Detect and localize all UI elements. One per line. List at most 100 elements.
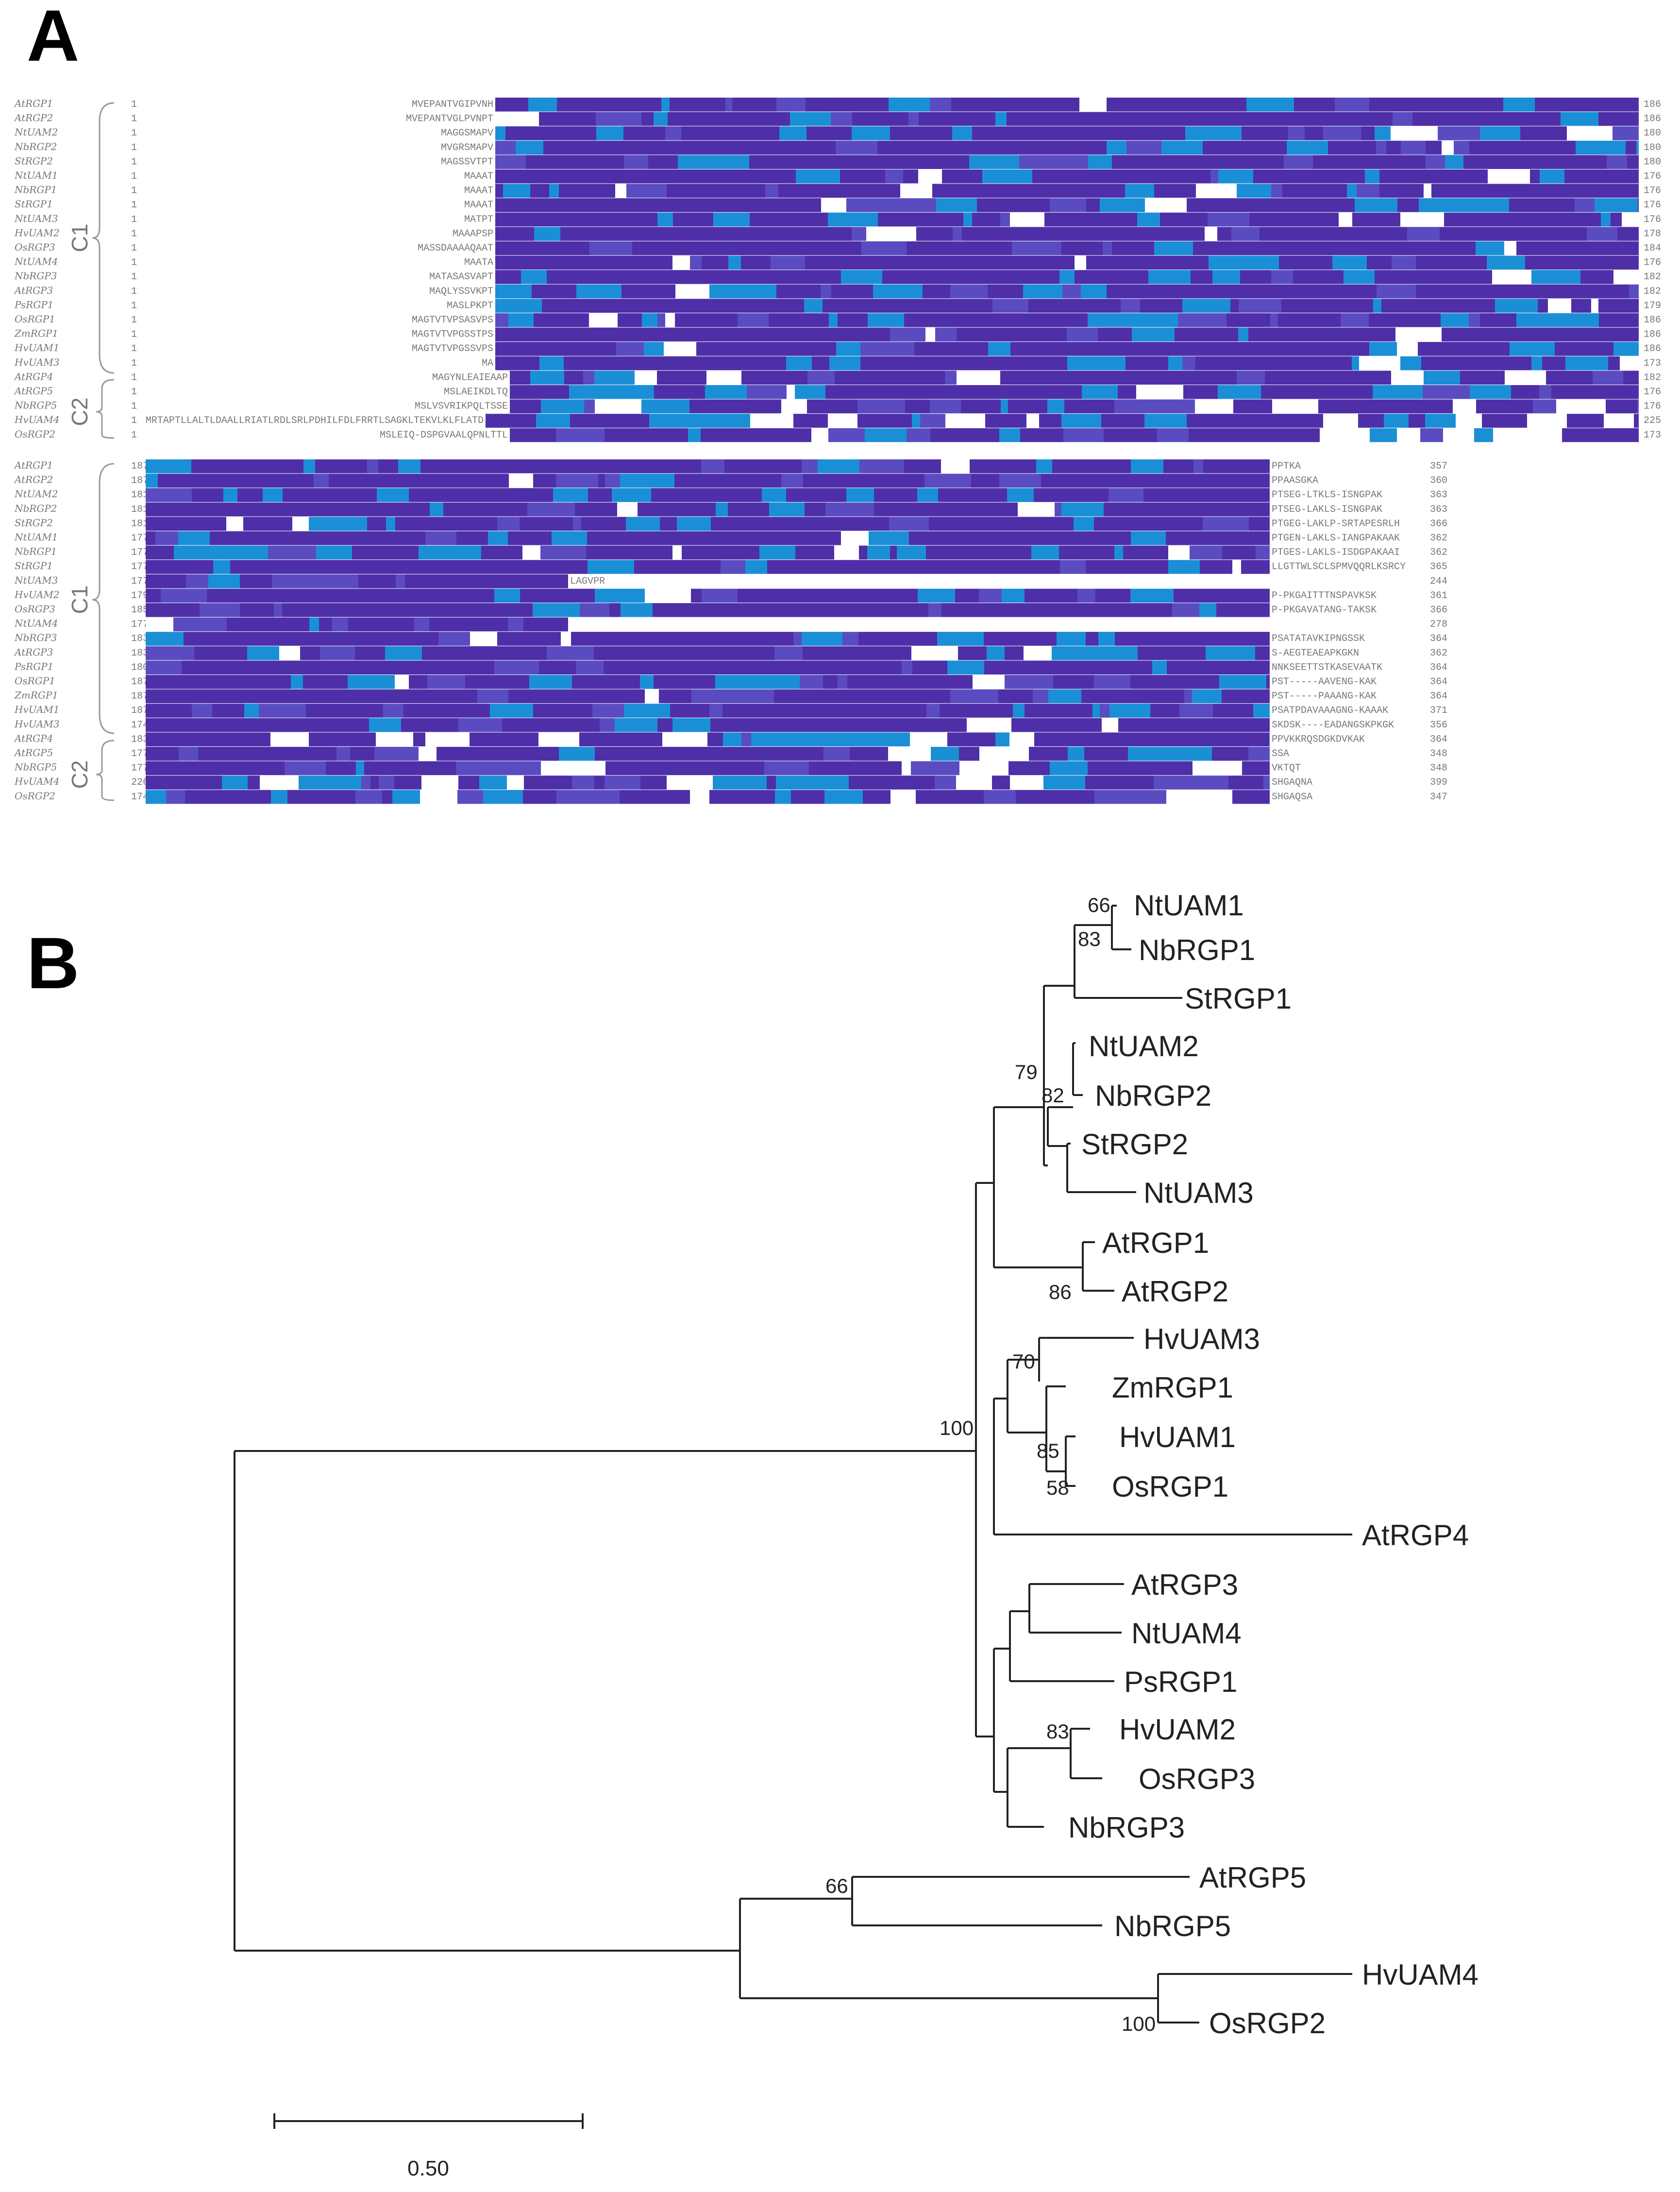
conservation-block (1386, 140, 1401, 155)
conservation-block (900, 184, 932, 198)
conservation-block (1407, 385, 1423, 399)
conservation-block (792, 342, 836, 356)
conservation-block (1250, 790, 1270, 804)
conservation-block (616, 342, 644, 356)
conservation-block (1491, 327, 1531, 342)
seq-start: 183 (131, 633, 149, 644)
conservation-block (173, 617, 195, 632)
seq-end: 186 (1644, 329, 1661, 340)
conservation-block (885, 675, 931, 689)
conservation-block (749, 459, 765, 473)
conservation-block (793, 632, 802, 646)
conservation-block (583, 184, 615, 198)
conservation-block (1634, 414, 1639, 428)
conservation-block (1210, 660, 1221, 674)
conservation-block (1248, 531, 1270, 545)
conservation-block (969, 155, 1019, 169)
conservation-block (640, 776, 667, 790)
conservation-block (1088, 718, 1102, 732)
conservation-block (1079, 98, 1107, 112)
conservation-block (819, 704, 866, 718)
conservation-block (1010, 385, 1043, 399)
conservation-block (1066, 603, 1092, 617)
conservation-block (1128, 255, 1137, 270)
conservation-block (1567, 414, 1604, 428)
conservation-block (1061, 241, 1103, 255)
conservation-block (931, 747, 959, 761)
conservation-block (1265, 371, 1277, 385)
conservation-block (564, 517, 573, 531)
conservation-block (1323, 126, 1331, 140)
conservation-block (641, 112, 654, 126)
conservation-block (1562, 255, 1601, 270)
conservation-block (1400, 356, 1421, 371)
conservation-block (1112, 241, 1154, 255)
conservation-block (146, 718, 158, 732)
seq-fragment: S-AEGTEAEAPKGKN (1272, 648, 1359, 659)
conservation-block (678, 155, 701, 169)
conservation-block (477, 617, 485, 632)
conservation-block (604, 689, 638, 704)
conservation-block (1156, 732, 1199, 746)
conservation-block (861, 241, 907, 255)
conservation-block (1241, 660, 1257, 674)
conservation-block (339, 459, 367, 473)
conservation-block (1034, 732, 1046, 746)
conservation-block (1098, 327, 1108, 342)
conservation-block (1005, 270, 1025, 284)
taxon-label: StRGP1 (1185, 982, 1292, 1015)
conservation-block (486, 414, 527, 428)
conservation-block (1213, 732, 1233, 746)
conservation-block (827, 155, 860, 169)
conservation-block (785, 155, 827, 169)
conservation-block (767, 776, 776, 790)
conservation-block (699, 371, 706, 385)
conservation-block (605, 776, 640, 790)
conservation-block (1323, 414, 1342, 428)
conservation-block (1019, 155, 1050, 169)
conservation-block (260, 776, 299, 790)
conservation-block (1440, 299, 1482, 313)
conservation-block (268, 545, 304, 560)
conservation-block (1248, 327, 1276, 342)
conservation-block (1261, 385, 1302, 399)
conservation-block (429, 617, 477, 632)
conservation-block (726, 112, 754, 126)
conservation-block (541, 761, 588, 776)
conservation-block (274, 689, 282, 704)
conservation-block (887, 689, 912, 704)
conservation-block (1379, 184, 1424, 198)
conservation-block (1255, 284, 1290, 299)
conservation-block (230, 646, 247, 660)
conservation-block (705, 385, 718, 399)
conservation-block (521, 270, 547, 284)
seq-end: 360 (1430, 475, 1447, 487)
conservation-block (1395, 327, 1442, 342)
conservation-block (245, 531, 276, 545)
conservation-block (929, 517, 977, 531)
conservation-block (973, 675, 1005, 689)
seq-name: PsRGP1 (14, 660, 53, 672)
conservation-block (702, 255, 728, 270)
conservation-block (1314, 356, 1352, 371)
conservation-block (1624, 327, 1639, 342)
conservation-block (1218, 169, 1253, 184)
conservation-block (938, 488, 980, 502)
conservation-block (508, 531, 523, 545)
conservation-block (259, 704, 306, 718)
conservation-block (1521, 184, 1559, 198)
conservation-block (984, 790, 1016, 804)
conservation-block (286, 502, 309, 517)
conservation-block (560, 227, 579, 241)
conservation-block (1303, 284, 1320, 299)
conservation-block (638, 689, 645, 704)
conservation-block (1092, 704, 1100, 718)
conservation-block (1192, 689, 1222, 704)
conservation-block (1168, 414, 1187, 428)
conservation-block (744, 284, 776, 299)
conservation-block (146, 675, 171, 689)
seq-start: 1 (131, 243, 137, 254)
conservation-block (378, 560, 400, 574)
conservation-block (816, 646, 829, 660)
conservation-block (1207, 473, 1255, 488)
